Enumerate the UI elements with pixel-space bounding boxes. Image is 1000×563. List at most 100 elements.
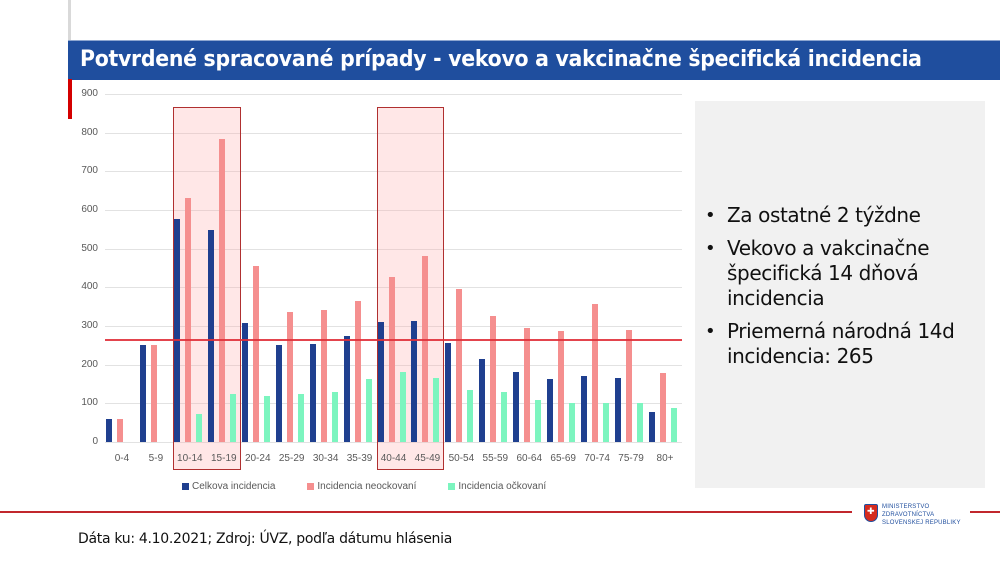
bar-neockovani [184, 198, 191, 442]
bar-celkova [615, 378, 622, 442]
chart-legend: Celkova incidencia Incidencia neockovaní I… [182, 481, 546, 492]
bar-ockovani [671, 407, 678, 442]
bar-neockovani [218, 139, 225, 442]
bar-celkova [513, 372, 520, 442]
bar-ockovani [399, 372, 406, 442]
x-axis-tick: 10-14 [177, 453, 203, 464]
bullet-list: • Za ostatné 2 týždne • Vekovo a vakcinačn… [705, 203, 985, 377]
x-axis-tick: 35-39 [346, 453, 373, 464]
bar-ockovani [195, 414, 202, 442]
legend-label: Celkova incidencia [192, 481, 276, 492]
legend-label: Incidencia očkovaní [458, 481, 547, 492]
bottom-divider [0, 511, 852, 513]
x-axis-tick: 45-49 [414, 453, 441, 464]
legend-item: Incidencia očkovaní [448, 481, 546, 492]
bar-ockovani [433, 378, 440, 442]
bar-chart: 0 100 200 300 400 500 600 700 800 900 0-4 5-9 10-14 1… [72, 80, 682, 500]
bar-neockovani [320, 309, 327, 442]
gridline [105, 248, 682, 250]
x-axis-tick: 30-34 [312, 453, 339, 464]
gridline [105, 171, 682, 173]
bar-ockovani [535, 400, 542, 442]
y-axis-tick: 700 [81, 165, 98, 177]
side-panel: • Za ostatné 2 týždne • Vekovo a vakcinačn… [695, 101, 985, 488]
bar-ockovani [569, 403, 576, 442]
x-axis-tick: 5-9 [148, 453, 164, 464]
x-axis-tick: 65-69 [550, 453, 576, 464]
bar-celkova [581, 376, 588, 442]
average-incidence-line [105, 338, 682, 341]
slovak-crest-icon [864, 504, 878, 522]
gridline [105, 442, 682, 443]
y-axis-tick: 500 [81, 242, 98, 254]
legend-swatch-icon [448, 483, 456, 490]
x-axis-tick: 50-54 [448, 453, 475, 464]
title-bar: Potvrdené spracované prípady - vekovo a … [68, 40, 1000, 80]
bullet-icon: • [705, 321, 716, 342]
bar-celkova [105, 418, 112, 442]
bar-ockovani [229, 393, 236, 442]
bar-neockovani [388, 276, 395, 442]
bottom-divider-right [970, 511, 1000, 513]
bar-neockovani [558, 330, 565, 442]
bar-ockovani [467, 389, 474, 442]
bar-neockovani [592, 303, 599, 442]
bar-ockovani [603, 403, 610, 442]
bar-celkova [139, 344, 146, 442]
legend-label: Incidencia neockovaní [317, 481, 417, 492]
bar-celkova [207, 230, 214, 442]
bar-celkova [547, 378, 554, 442]
bar-neockovani [252, 266, 259, 442]
bar-celkova [649, 411, 656, 442]
y-axis-tick: 600 [81, 204, 98, 215]
bar-celkova [445, 342, 452, 442]
x-axis-tick: 80+ [656, 453, 674, 464]
legend-swatch-icon [307, 483, 315, 490]
slide-title: Potvrdené spracované prípady - vekovo a … [80, 47, 922, 72]
bar-neockovani [626, 329, 633, 442]
legend-swatch-icon [182, 483, 189, 490]
ministry-logo: MINISTERSTVO ZDRAVOTNÍCTVA SLOVENSKEJ RE… [862, 502, 972, 528]
bar-celkova [275, 344, 282, 442]
bar-neockovani [116, 418, 123, 442]
bullet-item: • Priemerná národná 14d incidencia: 265 [705, 319, 955, 368]
bar-ockovani [365, 379, 372, 442]
bullet-icon: • [705, 238, 716, 259]
bar-neockovani [422, 256, 429, 442]
bar-ockovani [297, 393, 304, 442]
bar-celkova [377, 322, 384, 442]
bar-neockovani [286, 312, 293, 442]
x-axis-tick: 0-4 [114, 453, 130, 464]
x-axis-tick: 40-44 [380, 453, 407, 464]
y-axis-tick: 900 [81, 88, 98, 99]
bar-neockovani [660, 373, 667, 442]
left-rule [68, 0, 71, 40]
bar-ockovani [331, 391, 338, 442]
bar-ockovani [637, 403, 644, 442]
x-axis-tick: 55-59 [482, 453, 509, 464]
bar-neockovani [490, 316, 497, 442]
bar-neockovani [354, 300, 361, 442]
bar-celkova [309, 344, 316, 442]
y-axis-tick: 400 [81, 281, 98, 293]
bar-celkova [411, 321, 418, 442]
x-axis-tick: 20-24 [244, 453, 271, 464]
bullet-item: • Vekovo a vakcinačne špecifická 14 dňová… [705, 236, 930, 310]
highlight-box [172, 107, 241, 470]
legend-item: Incidencia neockovaní [307, 481, 416, 492]
bar-neockovani [150, 344, 157, 442]
bullet-item: • Za ostatné 2 týždne [705, 203, 921, 227]
bar-celkova [479, 358, 486, 442]
x-axis-tick: 15-19 [210, 453, 237, 464]
bar-ockovani [263, 396, 270, 442]
bar-neockovani [524, 327, 531, 442]
bar-celkova [173, 218, 180, 442]
y-axis-tick: 800 [81, 126, 98, 138]
highlight-box [376, 107, 445, 470]
bar-celkova [241, 322, 248, 442]
gridline [105, 94, 682, 95]
red-accent [68, 79, 72, 119]
x-axis-tick: 60-64 [516, 453, 543, 464]
gridline [105, 132, 682, 134]
legend-item: Celkova incidencia [182, 481, 275, 492]
